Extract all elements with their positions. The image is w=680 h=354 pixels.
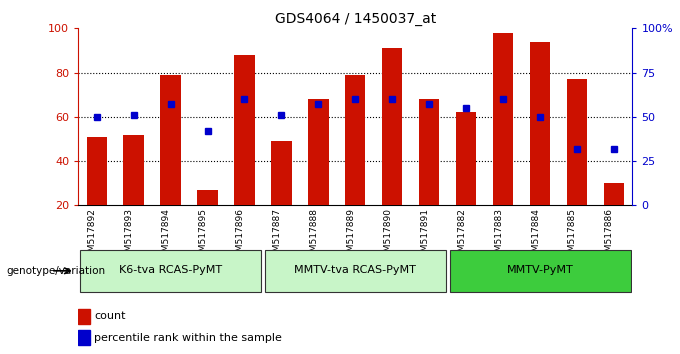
Text: K6-tva RCAS-PyMT: K6-tva RCAS-PyMT	[119, 265, 222, 275]
Bar	[604, 183, 624, 205]
Bar	[449, 250, 630, 292]
Bar	[124, 135, 143, 205]
Text: MMTV-tva RCAS-PyMT: MMTV-tva RCAS-PyMT	[294, 265, 416, 275]
Text: genotype/variation: genotype/variation	[7, 266, 106, 276]
Bar	[160, 75, 181, 205]
Bar	[530, 42, 550, 205]
Bar	[493, 33, 513, 205]
Bar	[567, 79, 587, 205]
Bar	[345, 75, 365, 205]
Bar	[78, 330, 90, 345]
Bar	[86, 137, 107, 205]
Bar	[78, 309, 90, 324]
Bar	[197, 190, 218, 205]
Text: percentile rank within the sample: percentile rank within the sample	[95, 332, 282, 343]
Bar	[308, 99, 328, 205]
Bar	[235, 55, 254, 205]
Text: MMTV-PyMT: MMTV-PyMT	[507, 265, 573, 275]
Bar	[456, 113, 476, 205]
Text: count: count	[95, 311, 126, 321]
Bar	[80, 250, 261, 292]
Bar	[382, 48, 403, 205]
Title: GDS4064 / 1450037_at: GDS4064 / 1450037_at	[275, 12, 436, 26]
Bar	[271, 141, 292, 205]
Bar	[419, 99, 439, 205]
Bar	[265, 250, 446, 292]
